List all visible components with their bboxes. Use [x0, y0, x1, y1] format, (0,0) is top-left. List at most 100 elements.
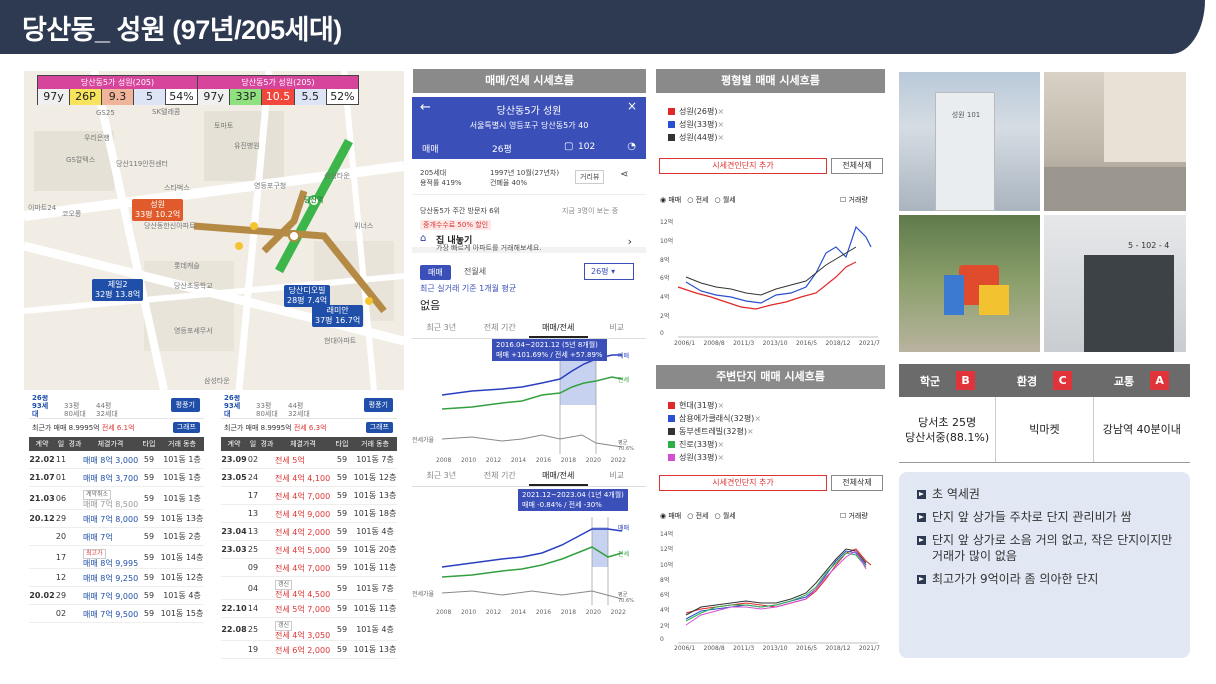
tab-44[interactable]: 44평 32세대 — [288, 402, 310, 418]
size-select[interactable]: 26평 ▾ — [584, 263, 634, 280]
compare-block-2: 당산동5가 성원(205) 97y 33P 10.5 5.5 52% — [198, 76, 358, 105]
price-cell: 최고가 매매 8억 9,995 — [83, 546, 138, 568]
tab-26[interactable]: 26평 93세대 — [32, 395, 49, 418]
legend-item[interactable]: 성원(26평) × — [668, 105, 724, 118]
note-text: 단지 앞 상가들 주차로 단지 관리비가 쌈 — [932, 510, 1132, 524]
remove-icon[interactable]: × — [717, 453, 725, 462]
filter-deal[interactable]: 매매 — [422, 145, 439, 155]
radio-monthly[interactable]: ○ 월세 — [714, 512, 736, 520]
tab-compare[interactable]: 비교 — [609, 323, 625, 332]
tab-3y[interactable]: 최근 3년 — [426, 323, 457, 332]
elapsed-cell — [259, 559, 275, 576]
info-env: 빅마켓 — [996, 397, 1094, 462]
graph-button[interactable]: 그래프 — [365, 422, 393, 433]
radio-monthly[interactable]: ○ 월세 — [714, 196, 736, 204]
contract-month — [221, 487, 247, 504]
radio-rent[interactable]: ○ 전세 — [687, 512, 709, 520]
remove-icon[interactable]: × — [717, 440, 725, 449]
recent-value: 없음 — [420, 299, 441, 312]
map-marker-seongwon[interactable]: 성원 33평 10.2억 — [132, 199, 184, 221]
elapsed-cell — [259, 641, 275, 658]
col-header: 일 — [57, 440, 65, 448]
elapsed-cell — [259, 505, 275, 522]
tab-44[interactable]: 44평 32세대 — [96, 402, 118, 418]
legend-item[interactable]: 성원(33평) × — [668, 451, 761, 464]
road-view-button[interactable]: 거리뷰 — [575, 170, 605, 184]
type-cell: 59 — [143, 591, 155, 600]
add-complex-button[interactable]: 시세견인단지 추가 — [659, 158, 827, 174]
type-cell: 59 — [143, 609, 155, 618]
sell-title[interactable]: 집 내놓기 — [436, 236, 473, 246]
comment-icon[interactable]: ▢ — [564, 141, 574, 152]
map-marker-raemian[interactable]: 래미안 37평 16.7억 — [312, 305, 364, 327]
price-cell: 매매 8억 3,700 — [83, 469, 138, 486]
dong-cell: 101동 4층 — [163, 591, 201, 600]
x-tick: 2008 — [436, 609, 452, 616]
filter-size[interactable]: 26평 — [492, 145, 512, 155]
delete-all-button[interactable]: 전체삭제 — [831, 475, 883, 491]
remove-icon[interactable]: × — [746, 427, 754, 436]
legend-item[interactable]: 진로(33평) × — [668, 438, 761, 451]
ratio-value: 평균 70.6% — [618, 440, 634, 452]
contract-month — [221, 577, 247, 599]
remove-icon[interactable]: × — [754, 414, 762, 423]
tab-3y[interactable]: 최근 3년 — [426, 471, 457, 480]
tab-26[interactable]: 26평 93세대 — [224, 395, 241, 418]
radio-sale[interactable]: ◉ 매매 — [660, 196, 682, 204]
radio-rent[interactable]: ○ 전세 — [687, 196, 709, 204]
remove-icon[interactable]: × — [717, 120, 725, 129]
table-row: 02 매매 7억 9,500 59 101동 15층 — [29, 605, 204, 623]
elapsed-cell — [259, 541, 275, 558]
row-note: 계약취소 — [83, 490, 112, 500]
table-row: 21.03 06 계약취소 매매 7억 8,500 59 101동 1층 — [29, 487, 204, 510]
map-marker-diovill[interactable]: 당산디오빌 28평 7.4억 — [284, 285, 331, 307]
contract-month — [29, 569, 55, 586]
radio-group: ◉ 매매 ○ 전세 ○ 월세 — [660, 195, 736, 205]
price-value: 전세 4억 7,000 — [275, 492, 331, 501]
tab-compare[interactable]: 비교 — [609, 471, 625, 480]
col-header: 경과 — [68, 440, 82, 448]
sell-sub: 가장 빠르게 아파트를 거래해보세요. — [436, 244, 542, 252]
tab-sale[interactable]: 매매 — [420, 265, 451, 280]
legend-item[interactable]: 성원(33평) × — [668, 118, 724, 131]
legend-item[interactable]: 성원(44평) × — [668, 131, 724, 144]
bell-icon[interactable]: ◔ — [627, 141, 636, 152]
legend-item[interactable]: 삼용에가클래식(32평) × — [668, 412, 761, 425]
marker-name: 당산디오빌 — [288, 286, 326, 295]
volume-checkbox[interactable]: ☐ 거래량 — [840, 196, 868, 204]
compare-year: 97y — [38, 89, 70, 105]
remove-icon[interactable]: × — [717, 133, 725, 142]
map-panel[interactable]: 당산동5가 성원(205) 97y 26P 9.3 5 54% 당산동5가 성원… — [24, 71, 404, 390]
volume-checkbox[interactable]: ☐ 거래량 — [840, 512, 868, 520]
tab-33[interactable]: 33평 80세대 — [64, 402, 86, 418]
toggle-button[interactable]: 평풍기 — [363, 398, 393, 412]
legend-item[interactable]: 현대(31평) × — [668, 399, 761, 412]
grade-badge: C — [1053, 371, 1073, 390]
add-complex-button[interactable]: 시세견인단지 추가 — [659, 475, 827, 491]
axis-tick: 4억 — [660, 294, 670, 302]
graph-button[interactable]: 그래프 — [172, 422, 200, 433]
tab-all[interactable]: 전체 기간 — [483, 471, 516, 480]
tab-rent[interactable]: 전월세 — [464, 267, 487, 276]
toggle-button[interactable]: 평풍기 — [170, 398, 200, 412]
remove-icon[interactable]: × — [717, 107, 725, 116]
price-cell: 갱신 전세 4억 3,050 — [275, 618, 331, 640]
coverage-ratio: 건폐율 40% — [490, 179, 528, 187]
map-label: 위너스 — [354, 222, 374, 230]
tab-33[interactable]: 33평 80세대 — [256, 402, 278, 418]
share-icon[interactable]: ⋖ — [620, 169, 629, 180]
tab-sale-rent[interactable]: 매매/전세 — [529, 319, 588, 338]
elapsed-cell — [259, 618, 275, 640]
radio-sale[interactable]: ◉ 매매 — [660, 512, 682, 520]
tab-sale-rent[interactable]: 매매/전세 — [529, 467, 588, 486]
back-icon[interactable]: ← — [420, 100, 431, 115]
remove-icon[interactable]: × — [717, 401, 725, 410]
tab-all[interactable]: 전체 기간 — [483, 323, 516, 332]
chevron-right-icon[interactable]: › — [627, 235, 632, 248]
x-tick: 2020 — [585, 457, 601, 464]
map-marker-jeil2[interactable]: 제일2 32평 13.8억 — [92, 279, 144, 301]
close-icon[interactable]: × — [626, 99, 637, 113]
delete-all-button[interactable]: 전체삭제 — [831, 158, 883, 174]
contract-month — [29, 546, 55, 568]
legend-item[interactable]: 동부센트레빌(32평) × — [668, 425, 761, 438]
